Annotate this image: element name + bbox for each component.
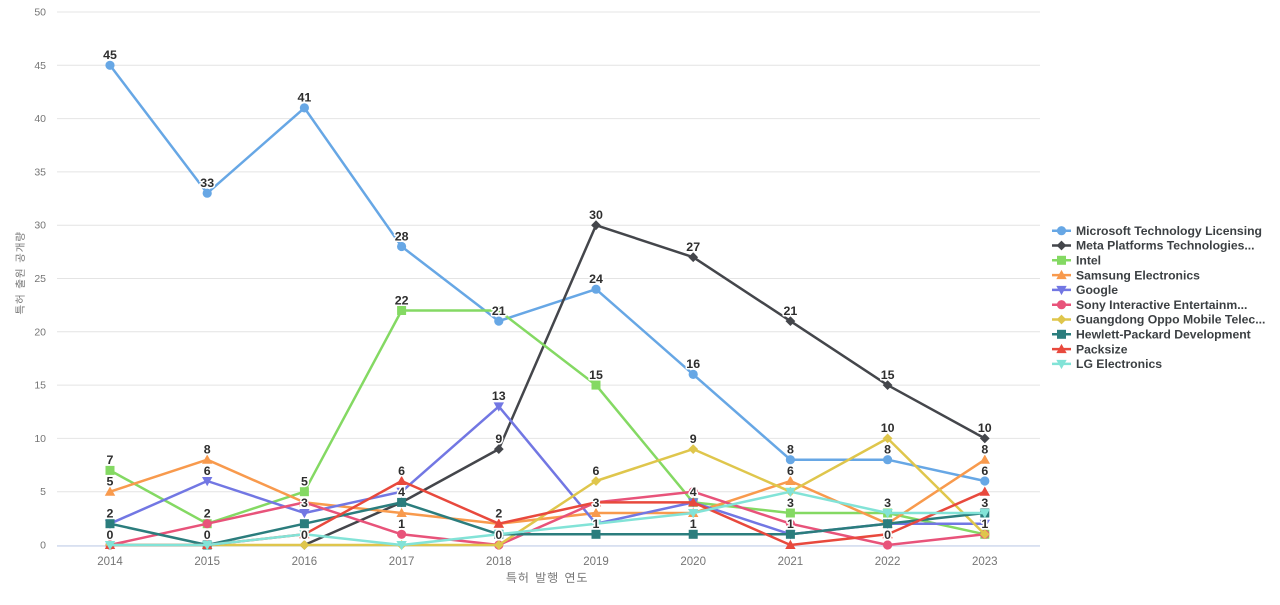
svg-text:3: 3 [593,496,600,510]
svg-text:Intel: Intel [1076,254,1101,268]
svg-text:0: 0 [40,540,46,552]
svg-text:2020: 2020 [680,556,706,568]
svg-text:4: 4 [690,485,697,499]
svg-text:7: 7 [107,453,114,467]
svg-text:33: 33 [200,176,214,190]
svg-text:Sony Interactive Entertainm...: Sony Interactive Entertainm... [1076,298,1247,312]
svg-text:3: 3 [787,496,794,510]
svg-text:15: 15 [589,368,603,382]
svg-text:45: 45 [34,60,46,72]
svg-text:15: 15 [34,380,46,392]
svg-text:0: 0 [301,528,308,542]
svg-text:28: 28 [395,229,409,243]
svg-text:21: 21 [492,304,506,318]
svg-text:24: 24 [589,272,603,286]
svg-text:22: 22 [395,293,409,307]
svg-text:10: 10 [978,421,992,435]
svg-text:Microsoft Technology Licensing: Microsoft Technology Licensing [1076,224,1262,238]
svg-text:0: 0 [884,528,891,542]
svg-text:6: 6 [787,464,794,478]
svg-text:Samsung Electronics: Samsung Electronics [1076,268,1200,282]
svg-text:41: 41 [298,91,312,105]
svg-text:0: 0 [204,528,211,542]
svg-text:6: 6 [981,464,988,478]
svg-text:1: 1 [593,517,600,531]
svg-text:13: 13 [492,389,506,403]
svg-text:3: 3 [981,496,988,510]
svg-text:5: 5 [107,475,114,489]
svg-text:2019: 2019 [583,556,609,568]
svg-text:16: 16 [686,357,700,371]
svg-text:9: 9 [495,432,502,446]
svg-text:0: 0 [107,528,114,542]
svg-text:2017: 2017 [389,556,415,568]
svg-text:2018: 2018 [486,556,512,568]
svg-text:1: 1 [787,517,794,531]
svg-text:Packsize: Packsize [1076,342,1128,356]
svg-text:9: 9 [690,432,697,446]
svg-text:Google: Google [1076,283,1118,297]
svg-text:20: 20 [34,326,46,338]
svg-text:2016: 2016 [292,556,318,568]
svg-text:21: 21 [784,304,798,318]
svg-text:3: 3 [301,496,308,510]
svg-text:6: 6 [398,464,405,478]
svg-text:25: 25 [34,273,46,285]
svg-text:6: 6 [204,464,211,478]
svg-text:Hewlett-Packard Development: Hewlett-Packard Development [1076,328,1251,342]
svg-text:4: 4 [398,485,405,499]
svg-text:1: 1 [690,517,697,531]
svg-text:5: 5 [40,486,46,498]
svg-text:35: 35 [34,166,46,178]
svg-text:1: 1 [398,517,405,531]
svg-text:5: 5 [301,475,308,489]
svg-text:0: 0 [495,528,502,542]
svg-text:40: 40 [34,113,46,125]
svg-text:10: 10 [881,421,895,435]
svg-text:30: 30 [589,208,603,222]
svg-text:27: 27 [686,240,700,254]
svg-text:Guangdong Oppo Mobile Telec...: Guangdong Oppo Mobile Telec... [1076,313,1265,327]
svg-text:3: 3 [884,496,891,510]
svg-text:45: 45 [103,48,117,62]
svg-text:2014: 2014 [97,556,123,568]
svg-text:6: 6 [593,464,600,478]
svg-text:30: 30 [34,220,46,232]
svg-text:2023: 2023 [972,556,998,568]
svg-text:2021: 2021 [778,556,804,568]
svg-text:8: 8 [981,443,988,457]
svg-text:1: 1 [981,517,988,531]
svg-text:2: 2 [204,507,211,521]
svg-text:8: 8 [787,443,794,457]
svg-text:8: 8 [204,443,211,457]
svg-text:50: 50 [34,7,46,19]
svg-text:15: 15 [881,368,895,382]
svg-text:Meta Platforms Technologies...: Meta Platforms Technologies... [1076,239,1255,253]
svg-text:2022: 2022 [875,556,901,568]
svg-text:10: 10 [34,433,46,445]
svg-text:2: 2 [107,507,114,521]
svg-text:2015: 2015 [194,556,220,568]
svg-text:LG Electronics: LG Electronics [1076,357,1162,371]
svg-text:2: 2 [495,507,502,521]
svg-text:8: 8 [884,443,891,457]
